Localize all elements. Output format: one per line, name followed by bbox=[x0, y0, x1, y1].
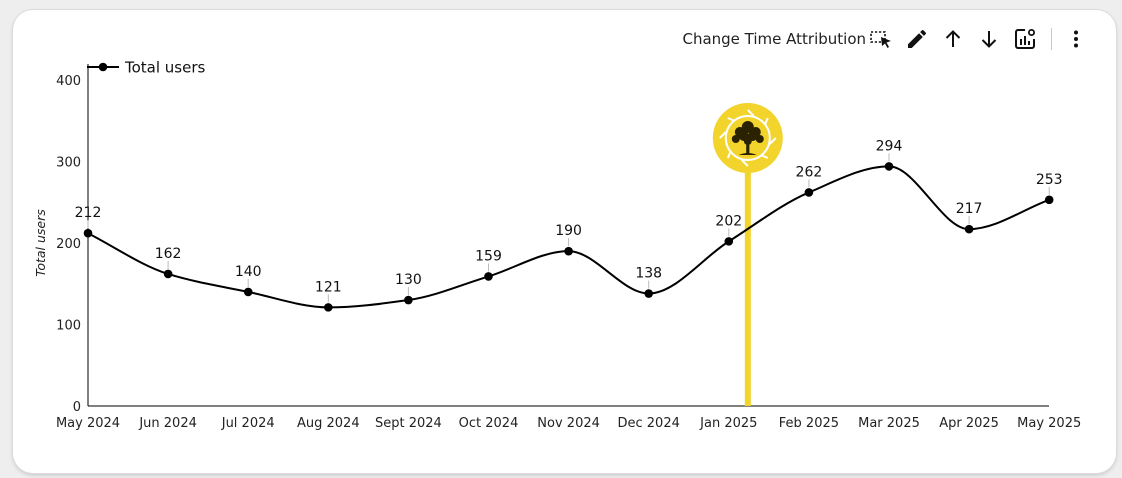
data-point[interactable] bbox=[243, 287, 253, 297]
data-label: 253 bbox=[1036, 172, 1063, 188]
chart-card: Change Time Attribution bbox=[13, 10, 1116, 473]
x-tick-label: Oct 2024 bbox=[459, 416, 519, 431]
data-label: 294 bbox=[876, 138, 903, 154]
data-label: 159 bbox=[475, 248, 502, 264]
edit-icon[interactable] bbox=[905, 27, 929, 51]
arrow-up-icon[interactable] bbox=[941, 27, 965, 51]
annotation-bar bbox=[744, 160, 751, 406]
x-tick-label: Jun 2024 bbox=[138, 416, 197, 431]
data-point[interactable] bbox=[163, 269, 173, 279]
y-tick-label: 200 bbox=[56, 237, 81, 252]
data-point[interactable] bbox=[804, 188, 814, 197]
x-tick-label: Dec 2024 bbox=[618, 416, 680, 431]
tree-logo-icon[interactable] bbox=[712, 103, 783, 173]
toolbar-divider bbox=[1051, 28, 1052, 50]
data-label: 190 bbox=[555, 223, 582, 239]
change-time-attribution-button[interactable]: Change Time Attribution bbox=[682, 30, 866, 48]
data-point[interactable] bbox=[644, 289, 653, 298]
data-point[interactable] bbox=[564, 246, 573, 256]
y-tick-label: 100 bbox=[56, 319, 81, 334]
x-tick-labels: May 2024 Jun 2024 Jul 2024 Aug 2024 Sept 202… bbox=[56, 416, 1081, 431]
legend-label-total-users: Total users bbox=[124, 59, 206, 77]
x-tick-label: Mar 2025 bbox=[858, 416, 920, 431]
y-tick-label: 400 bbox=[56, 74, 81, 89]
data-label: 262 bbox=[796, 164, 823, 180]
data-label: 121 bbox=[315, 279, 342, 295]
y-tick-label: 0 bbox=[73, 400, 81, 415]
time-attribution-marker[interactable] bbox=[712, 103, 783, 406]
data-point[interactable] bbox=[83, 228, 93, 238]
data-label: 212 bbox=[75, 205, 102, 221]
x-tick-label: May 2025 bbox=[1017, 416, 1081, 431]
data-point[interactable] bbox=[1044, 195, 1054, 205]
y-axis-label: Total users bbox=[33, 209, 48, 277]
data-labels: 212 162 140 121 130 159 190 138 202 262 294 217 253 bbox=[75, 138, 1063, 303]
y-tick-labels: 0 100 200 300 400 bbox=[56, 74, 81, 415]
x-tick-label: Jul 2024 bbox=[221, 416, 275, 431]
x-tick-label: Nov 2024 bbox=[537, 416, 600, 431]
y-tick-label: 300 bbox=[56, 156, 81, 171]
data-label: 138 bbox=[635, 266, 662, 282]
data-point[interactable] bbox=[324, 303, 333, 312]
line-chart: 0 100 200 300 400 May 2024 Jun 2024 Jul 2024 Au… bbox=[33, 59, 1081, 432]
more-vert-icon[interactable] bbox=[1064, 27, 1088, 51]
x-tick-label: Apr 2025 bbox=[939, 416, 999, 431]
data-label: 217 bbox=[956, 201, 983, 217]
data-point[interactable] bbox=[404, 295, 413, 305]
legend-marker bbox=[98, 62, 108, 72]
chart-toolbar: Change Time Attribution bbox=[682, 27, 1088, 51]
data-points bbox=[83, 162, 1054, 312]
chart-settings-icon[interactable] bbox=[1013, 27, 1037, 51]
select-area-icon[interactable] bbox=[869, 27, 893, 51]
data-label: 162 bbox=[155, 246, 182, 262]
x-tick-label: Sept 2024 bbox=[375, 416, 442, 431]
data-label: 140 bbox=[235, 264, 262, 280]
x-tick-label: May 2024 bbox=[56, 416, 120, 431]
data-point[interactable] bbox=[884, 162, 894, 171]
data-point[interactable] bbox=[724, 237, 734, 246]
x-tick-label: Aug 2024 bbox=[297, 416, 360, 431]
data-point[interactable] bbox=[484, 272, 493, 281]
x-tick-label: Feb 2025 bbox=[779, 416, 839, 431]
arrow-down-icon[interactable] bbox=[977, 27, 1001, 51]
data-label: 130 bbox=[395, 272, 422, 288]
legend[interactable]: Total users bbox=[87, 59, 206, 77]
x-tick-label: Jan 2025 bbox=[699, 416, 757, 431]
data-point[interactable] bbox=[964, 224, 974, 234]
data-label: 202 bbox=[715, 213, 742, 229]
